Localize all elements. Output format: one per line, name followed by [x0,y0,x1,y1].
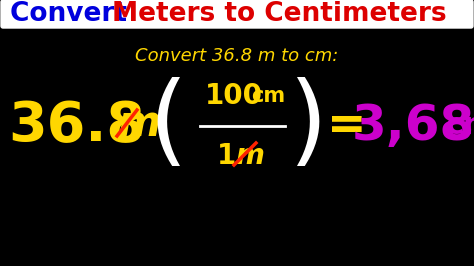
Text: Convert 36.8 m to cm:: Convert 36.8 m to cm: [135,47,339,65]
Text: cm: cm [251,86,285,106]
Text: 36.8: 36.8 [8,99,145,153]
Text: Meters to Centimeters: Meters to Centimeters [112,1,447,27]
Text: 1: 1 [217,142,236,170]
Text: cm: cm [446,111,474,140]
Text: m: m [235,142,264,170]
Text: =: = [327,103,366,148]
Text: 100: 100 [205,82,263,110]
Text: m: m [118,103,161,145]
Text: Convert: Convert [10,1,136,27]
Text: ): ) [288,77,327,174]
Text: 3,680: 3,680 [352,102,474,150]
FancyBboxPatch shape [1,0,473,28]
Text: (: ( [148,77,187,174]
